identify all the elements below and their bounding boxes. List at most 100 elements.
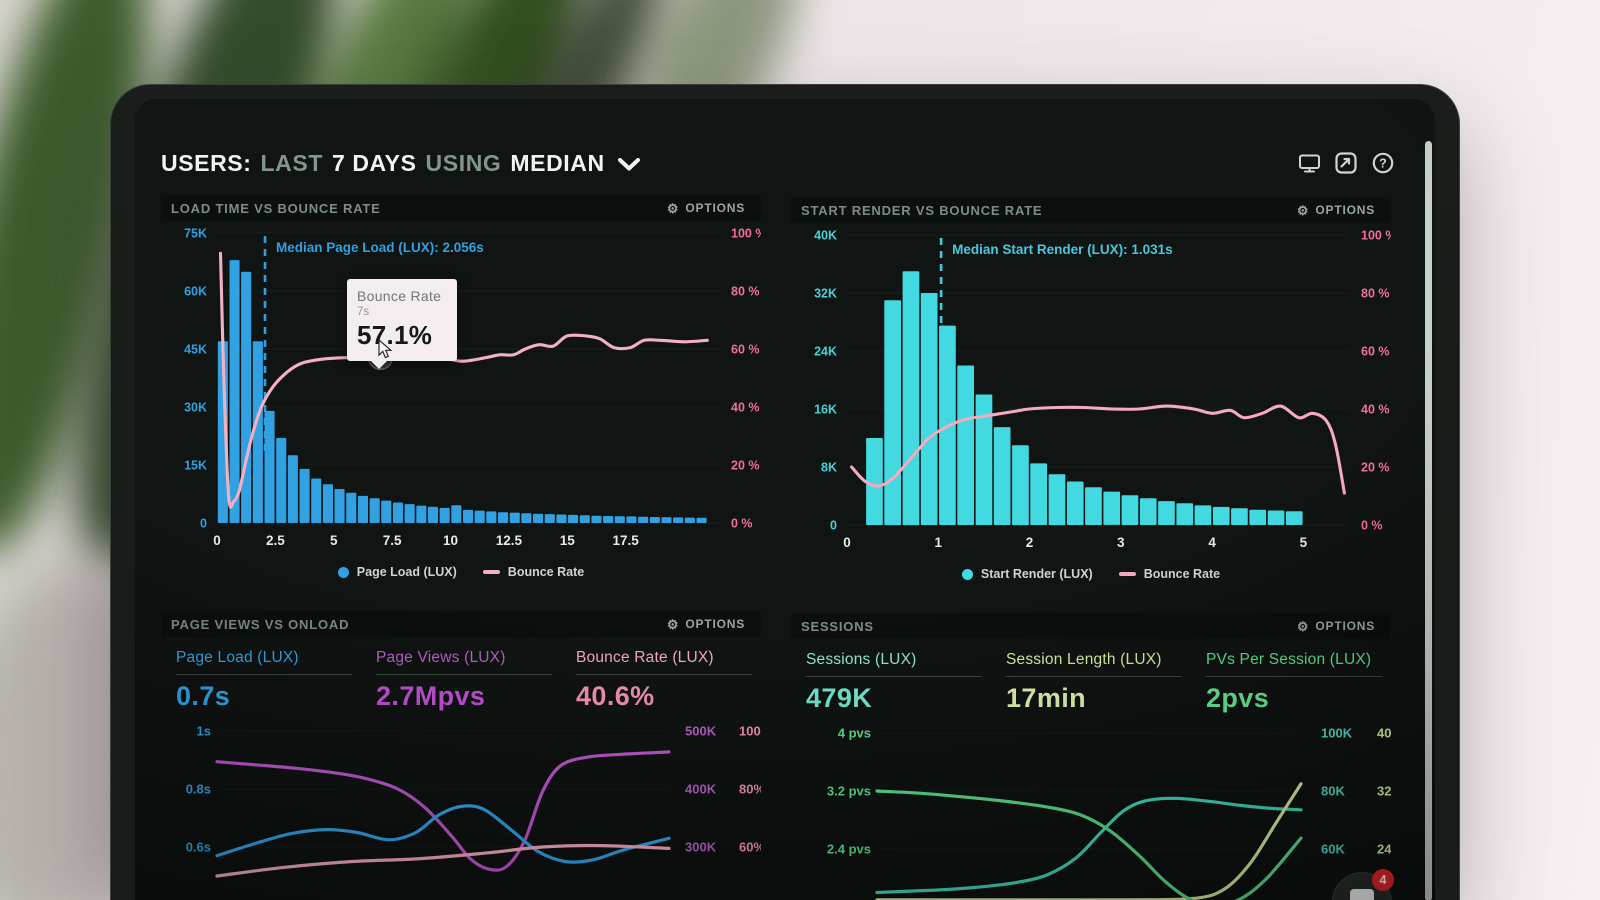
share-icon[interactable]	[1334, 151, 1358, 175]
svg-text:300K: 300K	[685, 840, 717, 855]
metric-label: Session Length (LUX)	[1006, 651, 1182, 677]
svg-text:4 pvs: 4 pvs	[838, 726, 871, 741]
chat-icon	[1350, 889, 1374, 900]
gear-icon: ⚙	[666, 200, 680, 216]
svg-text:32K: 32K	[814, 287, 837, 301]
display-icon[interactable]	[1297, 151, 1321, 175]
svg-text:0.8s: 0.8s	[186, 782, 211, 797]
svg-text:80 %: 80 %	[731, 285, 760, 299]
title-part: MEDIAN	[510, 149, 605, 176]
tooltip-title: Bounce Rate	[357, 288, 442, 304]
svg-text:12.5: 12.5	[496, 533, 523, 548]
metric-label: PVs Per Session (LUX)	[1206, 651, 1382, 677]
svg-text:60%: 60%	[739, 840, 761, 855]
svg-text:500K: 500K	[685, 724, 717, 739]
svg-text:0: 0	[830, 519, 837, 533]
svg-text:40 %: 40 %	[1361, 403, 1390, 417]
metric-value: 2.7Mpvs	[376, 681, 486, 711]
metric-label: Sessions (LUX)	[806, 651, 982, 677]
svg-text:75K: 75K	[184, 227, 207, 241]
svg-text:40K: 40K	[814, 229, 837, 243]
panel-header: START RENDER VS BOUNCE RATE ⚙ OPTIONS	[791, 197, 1391, 223]
gear-icon: ⚙	[666, 616, 680, 632]
legend-line-marker	[482, 570, 500, 574]
header-icons: ?	[1297, 151, 1395, 175]
dashboard-screen: USERS: LAST 7 DAYS USING MEDIAN	[135, 99, 1435, 900]
svg-text:80 %: 80 %	[1361, 287, 1390, 301]
svg-text:Median Page Load (LUX): 2.056s: Median Page Load (LUX): 2.056s	[276, 240, 484, 255]
svg-text:5: 5	[1300, 535, 1308, 550]
panel-sessions: SESSIONS ⚙ OPTIONS Sessions (LUX) 479K Ses…	[791, 613, 1391, 900]
options-button[interactable]: ⚙ OPTIONS	[661, 200, 751, 216]
metric-label: Page Views (LUX)	[376, 649, 552, 675]
chat-badge: 4	[1372, 869, 1394, 891]
svg-text:32 min: 32 min	[1377, 784, 1391, 799]
help-icon[interactable]: ?	[1371, 151, 1395, 175]
legend-label: Page Load (LUX)	[356, 565, 457, 579]
panel-page-views-vs-onload: PAGE VIEWS VS ONLOAD ⚙ OPTIONS Page Load…	[161, 611, 761, 900]
legend-item[interactable]: Page Load (LUX)	[337, 565, 457, 579]
svg-text:15K: 15K	[184, 459, 207, 473]
svg-text:40 %: 40 %	[731, 401, 760, 415]
svg-text:400K: 400K	[685, 782, 717, 797]
sessions-chart[interactable]: 4 pvs 100K 40 min 3.2 pvs 80K 32 min 2.4 pvs 60…	[791, 717, 1391, 900]
users-timerange-dropdown[interactable]: USERS: LAST 7 DAYS USING MEDIAN	[161, 150, 640, 177]
metrics-row: Sessions (LUX) 479K Session Length (LUX) 17…	[791, 639, 1391, 717]
svg-text:1s: 1s	[197, 724, 211, 739]
svg-text:45K: 45K	[184, 343, 207, 357]
legend-dot-marker	[337, 566, 349, 578]
panel-header: LOAD TIME VS BOUNCE RATE ⚙ OPTIONS	[161, 195, 761, 221]
svg-text:8K: 8K	[821, 461, 837, 475]
svg-text:3.2 pvs: 3.2 pvs	[827, 784, 871, 799]
svg-text:16K: 16K	[814, 403, 837, 417]
metric-block: Bounce Rate (LUX) 40.6%	[576, 649, 752, 715]
svg-text:40 min: 40 min	[1377, 726, 1391, 741]
legend-item[interactable]: Start Render (LUX)	[961, 567, 1093, 581]
svg-text:3: 3	[1117, 535, 1125, 550]
svg-text:2.4 pvs: 2.4 pvs	[827, 842, 871, 857]
legend-label: Bounce Rate	[1143, 567, 1221, 581]
page-views-onload-chart[interactable]: 1s 500K 100% 0.8s 400K 80% 0.6s 300K 60%	[161, 715, 761, 900]
svg-text:20 %: 20 %	[1361, 461, 1390, 475]
svg-text:60 %: 60 %	[1361, 345, 1390, 359]
metric-block: PVs Per Session (LUX) 2pvs	[1206, 651, 1382, 717]
svg-text:Median Start Render (LUX): 1.0: Median Start Render (LUX): 1.031s	[952, 242, 1173, 257]
tooltip-subtitle: 7s	[357, 306, 370, 318]
metric-value: 40.6%	[576, 681, 655, 711]
svg-text:4: 4	[1208, 535, 1216, 550]
gear-icon: ⚙	[1296, 202, 1310, 218]
svg-text:60 %: 60 %	[731, 343, 760, 357]
options-button[interactable]: ⚙ OPTIONS	[1291, 618, 1381, 634]
svg-text:2: 2	[1026, 535, 1034, 550]
panel-header: PAGE VIEWS VS ONLOAD ⚙ OPTIONS	[161, 611, 761, 637]
app-header: USERS: LAST 7 DAYS USING MEDIAN	[161, 145, 1395, 181]
legend-item[interactable]: Bounce Rate	[1118, 567, 1221, 581]
svg-text:0: 0	[213, 533, 221, 548]
chevron-down-icon	[617, 157, 640, 170]
svg-text:20 %: 20 %	[731, 459, 760, 473]
metric-value: 0.7s	[176, 681, 231, 711]
svg-text:10: 10	[443, 533, 458, 548]
svg-text:7.5: 7.5	[383, 533, 402, 548]
metric-label: Page Load (LUX)	[176, 649, 352, 675]
metric-block: Page Views (LUX) 2.7Mpvs	[376, 649, 552, 715]
panel-start-render-vs-bounce-rate: START RENDER VS BOUNCE RATE ⚙ OPTIONS 40…	[791, 197, 1391, 595]
tooltip-value: 57.1%	[357, 320, 433, 350]
panel-load-time-vs-bounce-rate: LOAD TIME VS BOUNCE RATE ⚙ OPTIONS 75K 10…	[161, 195, 761, 593]
legend-item[interactable]: Bounce Rate	[482, 565, 584, 579]
svg-text:80K: 80K	[1321, 784, 1345, 799]
svg-text:60K: 60K	[184, 285, 207, 299]
panel-title: START RENDER VS BOUNCE RATE	[801, 202, 1043, 218]
chart-legend: Page Load (LUX) Bounce Rate	[161, 557, 761, 587]
chat-widget-button[interactable]: 4	[1333, 869, 1394, 900]
svg-text:0: 0	[200, 517, 207, 531]
options-button[interactable]: ⚙ OPTIONS	[1291, 202, 1381, 218]
start-render-chart[interactable]: 40K 100 % 32K 80 % 24K 60 % 16K 40 % 8K 20 % 0 0 % 0…	[791, 223, 1391, 559]
load-time-chart[interactable]: 75K 100 % 60K 80 % 45K 60 % 30K 40 % 15K 20 % 0 0 %…	[161, 221, 761, 557]
svg-text:5: 5	[330, 533, 338, 548]
options-button[interactable]: ⚙ OPTIONS	[661, 616, 751, 632]
panel-title: PAGE VIEWS VS ONLOAD	[171, 616, 350, 632]
gear-icon: ⚙	[1296, 618, 1310, 634]
scrollbar[interactable]	[1425, 141, 1432, 900]
